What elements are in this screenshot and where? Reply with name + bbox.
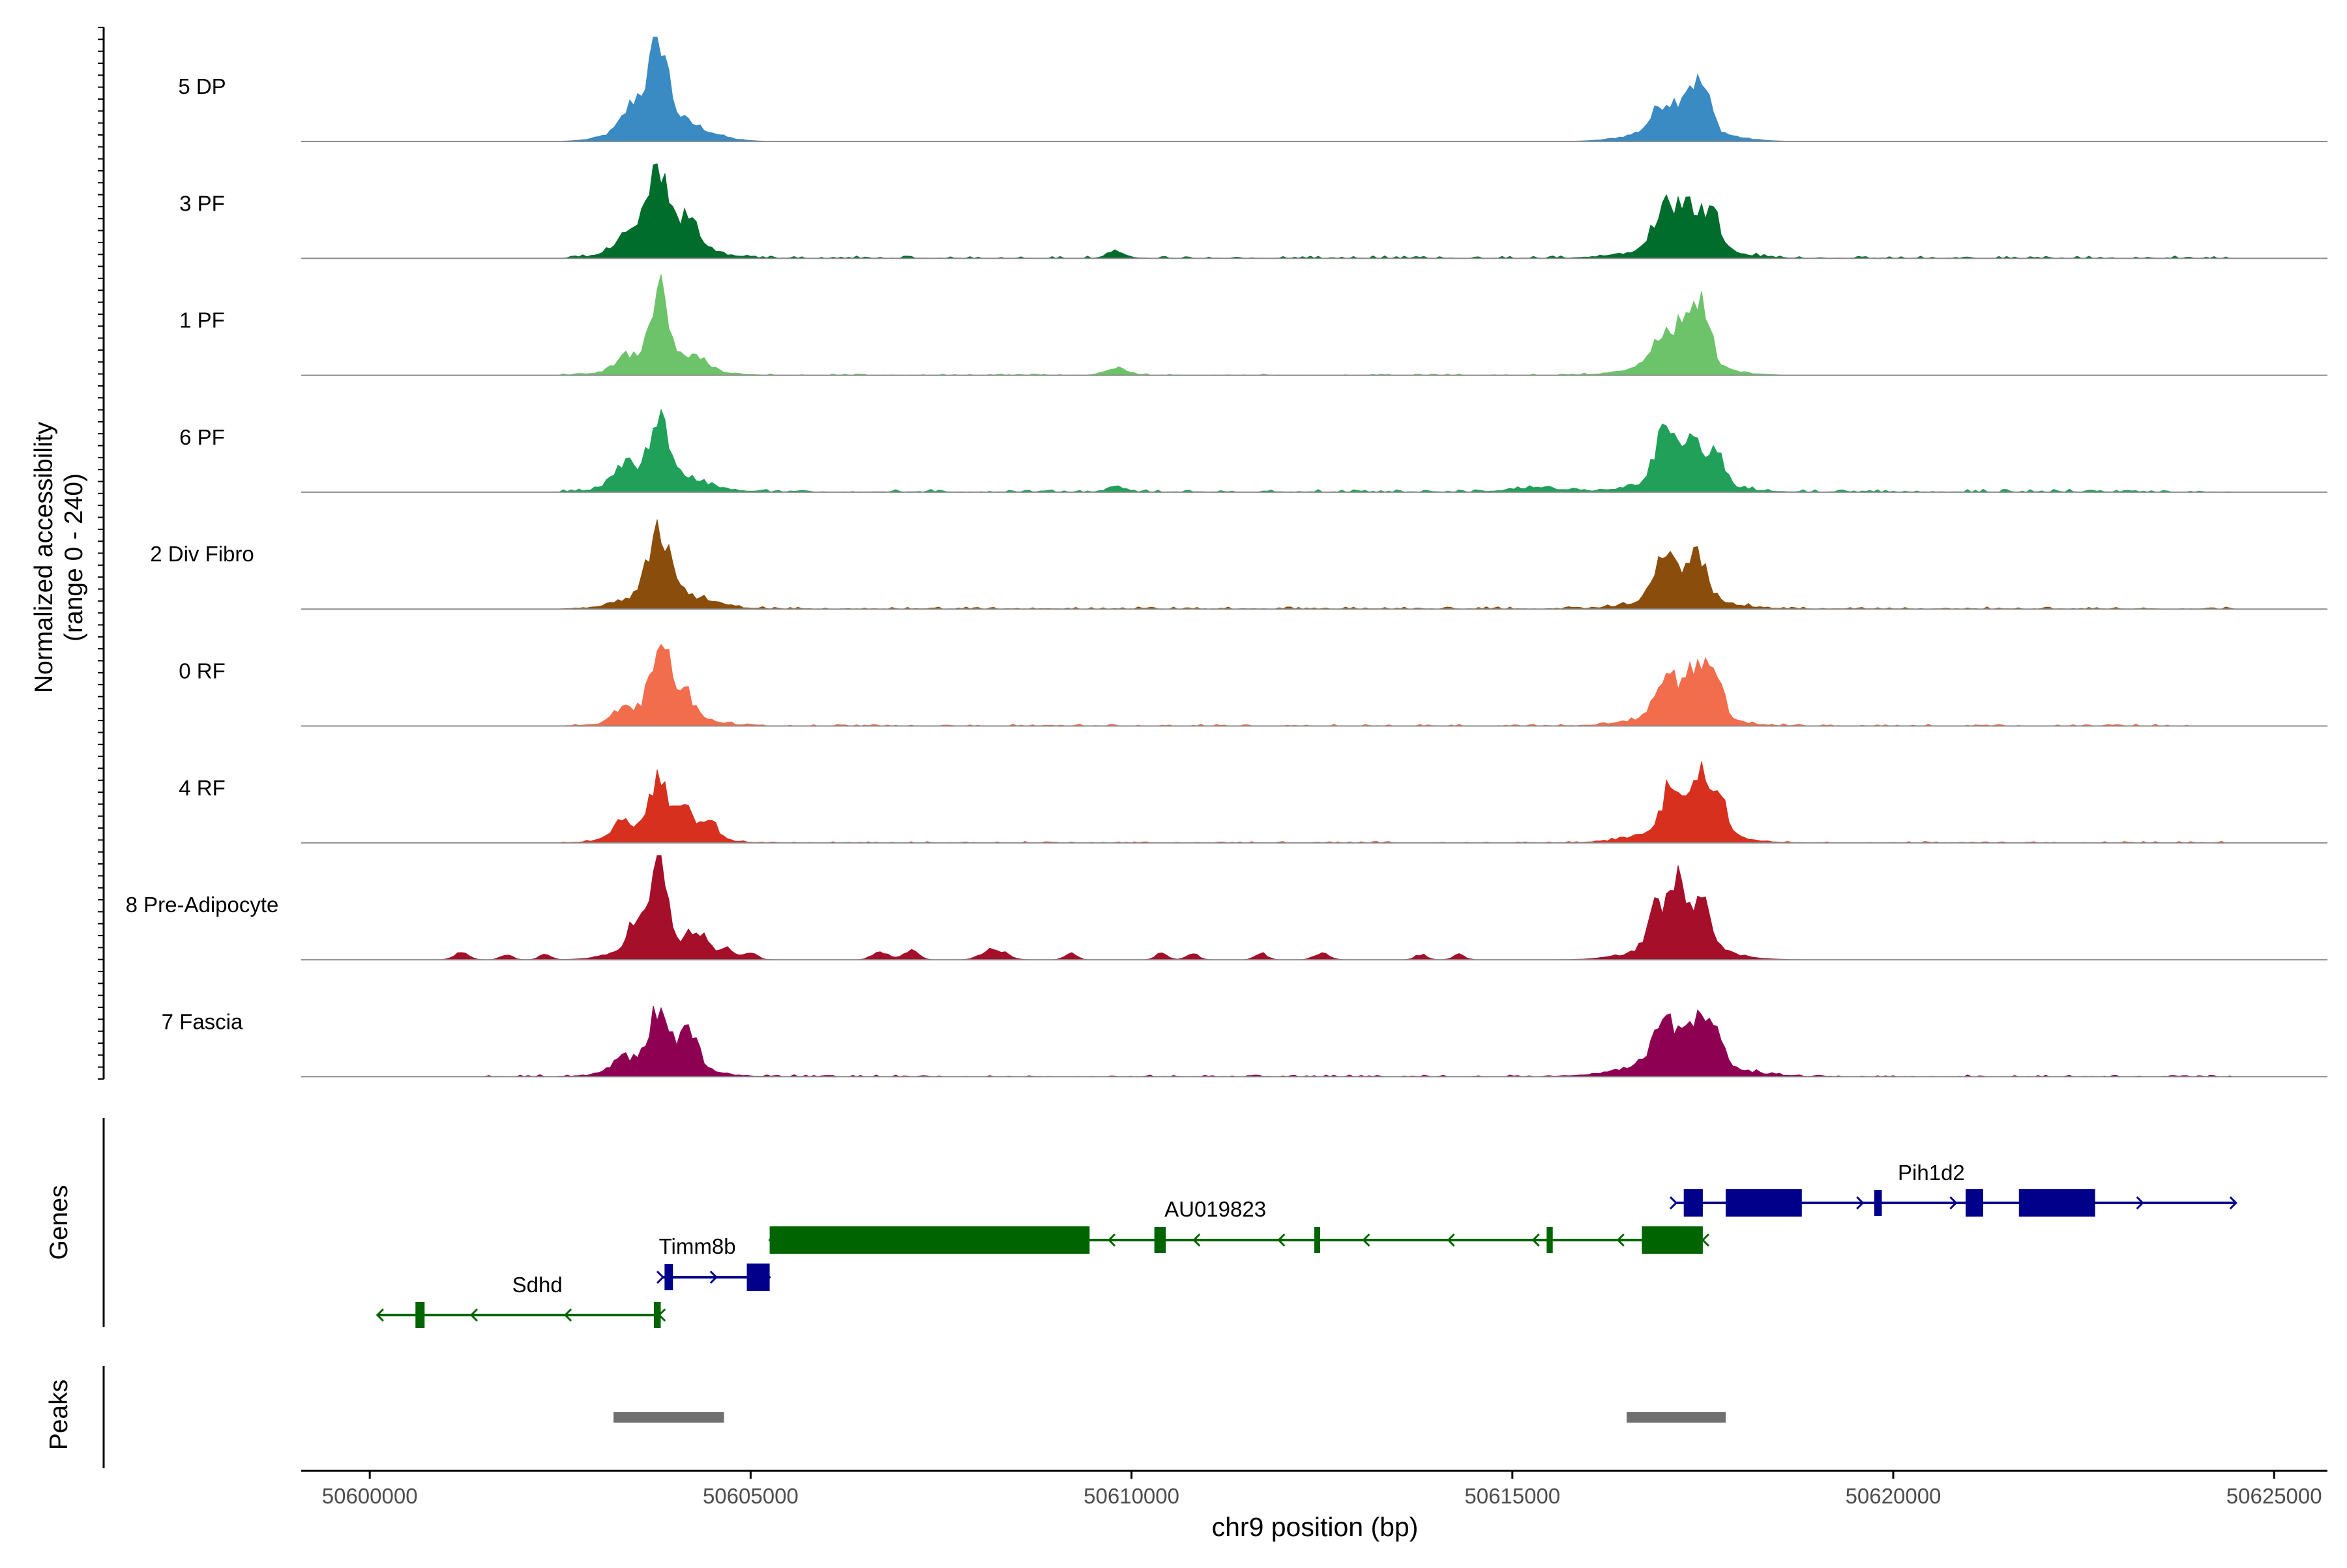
genes-y-axis-label: Genes: [45, 1185, 73, 1260]
exon-block: [1642, 1226, 1703, 1254]
exon-block: [1314, 1227, 1320, 1253]
coverage-y-axis-label-line1: Normalized accessibility: [30, 421, 58, 693]
strand-arrow: [1362, 1233, 1370, 1247]
coverage-area-3-pf: [301, 163, 2327, 259]
peaks-y-axis-label: Peaks: [45, 1380, 73, 1450]
track-label: 0 RF: [179, 659, 226, 683]
track-label: 8 Pre-Adipocyte: [126, 893, 279, 917]
strand-arrow: [2136, 1196, 2144, 1210]
exon-block: [1874, 1190, 1882, 1216]
strand-arrow: [709, 1270, 718, 1284]
strand-arrow: [376, 1308, 384, 1322]
track-label: 7 Fascia: [162, 1009, 243, 1033]
exon-block: [1725, 1189, 1802, 1217]
x-axis-label: chr9 position (bp): [1212, 1512, 1419, 1542]
strand-arrow: [2229, 1196, 2237, 1210]
exon-block: [746, 1264, 770, 1291]
coverage-area-6-pf: [301, 408, 2327, 493]
strand-arrow: [1669, 1196, 1678, 1210]
strand-arrow: [469, 1308, 479, 1322]
strand-arrow: [1616, 1233, 1625, 1247]
strand-arrow: [1531, 1233, 1540, 1247]
track-label: 5 DP: [178, 74, 226, 98]
gene-label-au019823: AU019823: [1164, 1197, 1266, 1221]
track-label: 6 PF: [179, 425, 225, 449]
exon-block: [2018, 1189, 2095, 1217]
x-tick-label: 50610000: [1084, 1484, 1179, 1508]
x-tick-label: 50600000: [322, 1484, 418, 1508]
strand-arrow: [563, 1308, 572, 1322]
strand-arrow: [1949, 1196, 1958, 1210]
coverage-area-1-pf: [301, 274, 2327, 376]
x-tick-label: 50620000: [1846, 1484, 1941, 1508]
track-label: 3 PF: [179, 191, 225, 215]
peak-region: [1627, 1412, 1726, 1423]
x-tick-label: 50625000: [2226, 1484, 2322, 1508]
coverage-area-7-fascia: [301, 1005, 2327, 1077]
exon-block: [415, 1302, 425, 1328]
x-tick-label: 50605000: [703, 1484, 799, 1508]
coverage-y-axis-label-line2: (range 0 - 240): [60, 473, 88, 642]
exon-block: [1966, 1189, 1983, 1217]
strand-arrow: [1701, 1233, 1709, 1247]
exon-block: [1683, 1189, 1703, 1217]
strand-arrow: [1192, 1233, 1201, 1247]
exon-block: [653, 1302, 661, 1328]
gene-label-sdhd: Sdhd: [512, 1273, 563, 1297]
exon-block: [664, 1264, 673, 1290]
track-label: 1 PF: [179, 308, 225, 333]
coverage-area-0-rf: [301, 643, 2327, 727]
strand-arrow: [656, 1270, 665, 1284]
strand-arrow: [1277, 1233, 1286, 1247]
coverage-area-5-dp: [301, 37, 2327, 142]
strand-arrow: [1107, 1233, 1116, 1247]
coverage-area-4-rf: [301, 761, 2327, 844]
peak-region: [613, 1412, 724, 1423]
strand-arrow: [1447, 1233, 1455, 1247]
track-label: 4 RF: [179, 776, 226, 800]
gene-label-pih1d2: Pih1d2: [1898, 1161, 1965, 1185]
x-tick-label: 50615000: [1464, 1484, 1560, 1508]
exon-block: [769, 1226, 1090, 1254]
track-label: 2 Div Fibro: [150, 542, 254, 566]
gene-label-timm8b: Timm8b: [659, 1234, 736, 1258]
exon-block: [1154, 1227, 1166, 1253]
coverage-area-8-pre-adipocyte: [301, 855, 2327, 960]
coverage-area-2-div-fibro: [301, 519, 2327, 610]
strand-arrow: [1856, 1196, 1865, 1210]
exon-block: [1546, 1227, 1553, 1253]
